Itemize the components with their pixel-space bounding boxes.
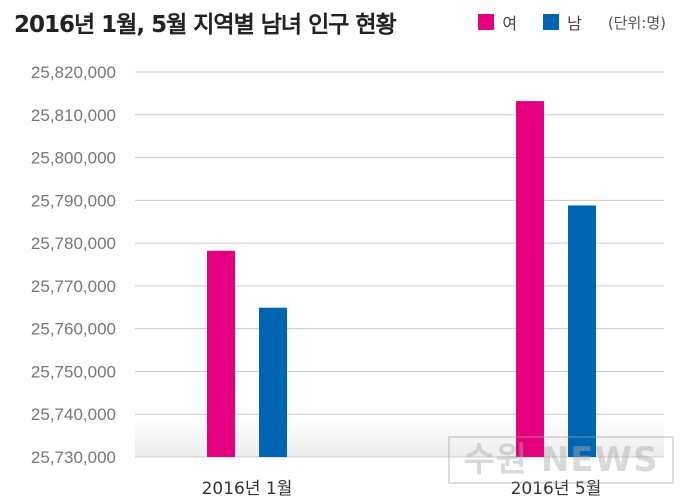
legend-swatch-male [543,14,560,30]
x-category-label: 2016년 5월 [511,479,602,499]
y-tick-label: 25,740,000 [31,405,116,424]
y-tick-label: 25,730,000 [31,448,116,467]
watermark-logo: 수원 NEWS [448,436,674,484]
legend-item-male: 남 [543,10,582,34]
legend-label-female: 여 [502,14,518,33]
bar-female [516,101,544,457]
bar-female [207,250,235,457]
y-tick-label: 25,750,000 [31,362,116,381]
unit-note: (단위:명) [607,13,666,32]
y-tick-label: 25,810,000 [31,106,116,125]
y-tick-label: 25,800,000 [31,149,116,168]
y-tick-label: 25,820,000 [31,63,116,82]
chart-title: 2016년 1월, 5월 지역별 남녀 인구 현황 [14,12,397,38]
bar-male [259,307,287,457]
y-tick-label: 25,790,000 [31,191,116,210]
x-category-label: 2016년 1월 [202,479,293,499]
y-tick-label: 25,770,000 [31,277,116,296]
y-tick-label: 25,780,000 [31,234,116,253]
legend: 여 남 (단위:명) [478,10,666,34]
legend-swatch-female [478,14,495,30]
legend-label-male: 남 [567,14,582,33]
y-tick-label: 25,760,000 [31,320,116,339]
legend-item-female: 여 [478,10,517,34]
bar-male [568,205,596,457]
